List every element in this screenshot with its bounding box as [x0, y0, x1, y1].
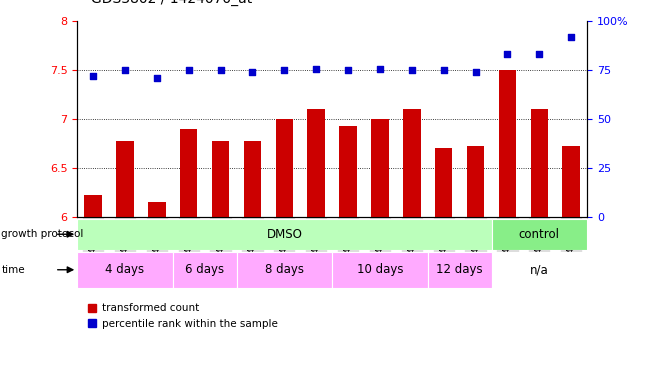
Bar	[148, 202, 166, 217]
Point	[311, 66, 321, 72]
Text: 12 days: 12 days	[436, 263, 483, 276]
Text: GDS3802 / 1424070_at: GDS3802 / 1424070_at	[91, 0, 252, 6]
Point	[247, 69, 258, 75]
Text: DMSO: DMSO	[266, 228, 302, 241]
Point	[470, 69, 481, 75]
Text: time: time	[1, 265, 25, 275]
Bar	[244, 141, 261, 217]
Bar	[77, 219, 491, 250]
Bar	[531, 109, 548, 217]
Point	[438, 67, 449, 73]
Legend: transformed count, percentile rank within the sample: transformed count, percentile rank withi…	[83, 299, 282, 333]
Bar	[307, 109, 325, 217]
Text: 8 days: 8 days	[265, 263, 304, 276]
Bar	[340, 126, 357, 217]
Text: 10 days: 10 days	[357, 263, 403, 276]
Point	[534, 51, 545, 58]
Point	[279, 67, 290, 73]
Bar	[428, 252, 491, 288]
Point	[374, 66, 385, 72]
Text: n/a: n/a	[530, 263, 549, 276]
Bar	[403, 109, 421, 217]
Bar	[491, 219, 587, 250]
Bar	[276, 119, 293, 217]
Text: control: control	[519, 228, 560, 241]
Bar	[212, 141, 229, 217]
Point	[502, 51, 513, 58]
Bar	[85, 195, 102, 217]
Text: 6 days: 6 days	[185, 263, 224, 276]
Point	[566, 34, 576, 40]
Bar	[467, 146, 484, 217]
Bar	[562, 146, 580, 217]
Point	[88, 73, 99, 79]
Point	[119, 67, 130, 73]
Point	[215, 67, 226, 73]
Bar	[435, 149, 452, 217]
Point	[407, 67, 417, 73]
Bar	[499, 70, 516, 217]
Bar	[491, 252, 587, 288]
Bar	[116, 141, 134, 217]
Bar	[173, 252, 236, 288]
Bar	[180, 129, 197, 217]
Bar	[371, 119, 389, 217]
Point	[152, 75, 162, 81]
Bar	[332, 252, 428, 288]
Point	[183, 67, 194, 73]
Point	[343, 67, 354, 73]
Text: growth protocol: growth protocol	[1, 229, 84, 239]
Text: 4 days: 4 days	[105, 263, 144, 276]
Bar	[236, 252, 332, 288]
Bar	[77, 252, 173, 288]
